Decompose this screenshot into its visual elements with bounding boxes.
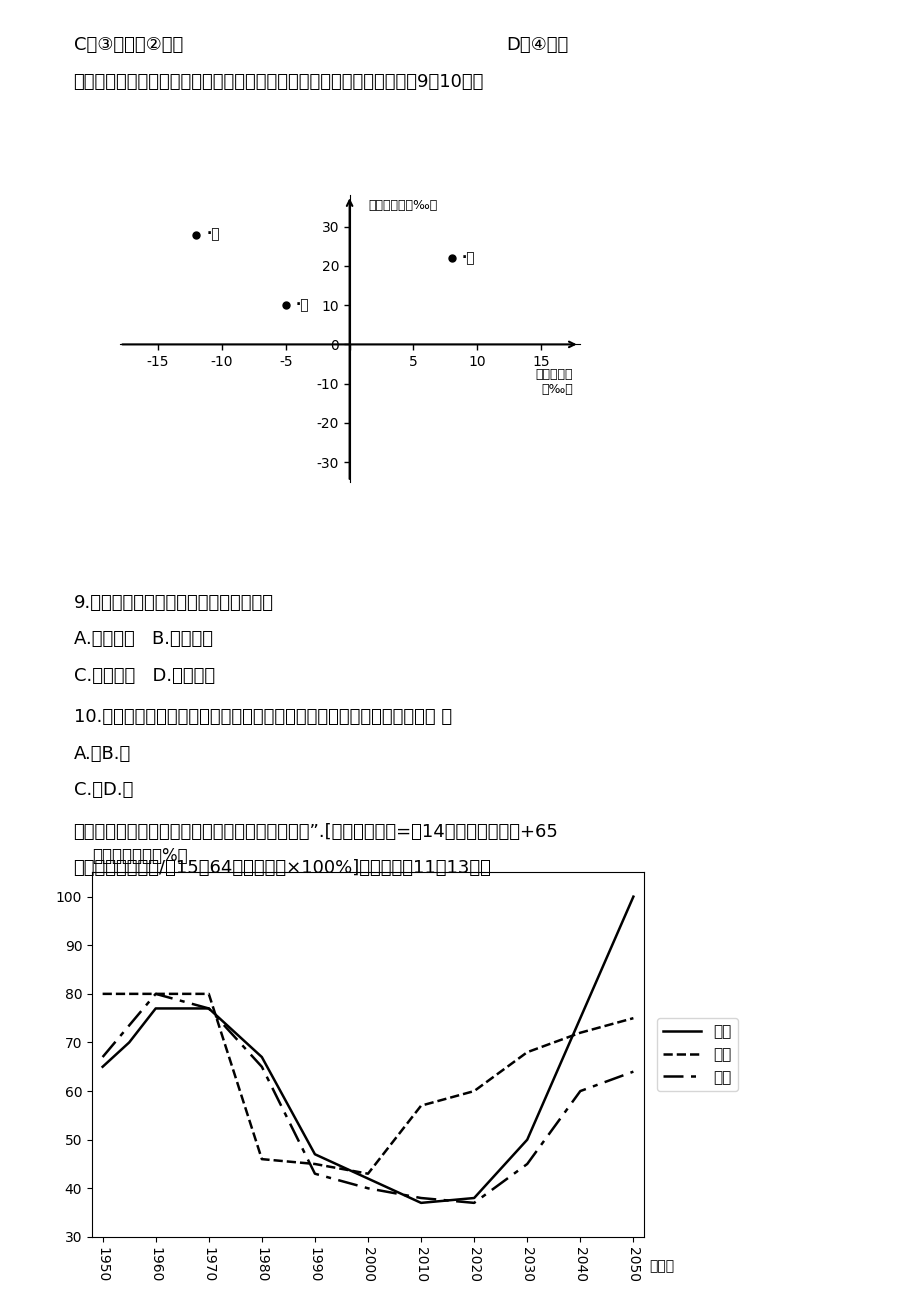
中国 (468, 1190, 479, 1206)
日本 (415, 1098, 426, 1113)
Text: 自然增长率（‰）: 自然增长率（‰） (369, 199, 437, 212)
Line: 韩国: 韩国 (103, 993, 632, 1203)
韩国 (309, 1165, 320, 1181)
Line: 日本: 日本 (103, 993, 632, 1173)
Line: 中国: 中国 (103, 897, 632, 1203)
韩国 (97, 1049, 108, 1065)
日本 (150, 986, 161, 1001)
日本 (203, 986, 214, 1001)
Text: A.人口增加   B.人口减少: A.人口增加 B.人口减少 (74, 630, 212, 648)
韩国 (362, 1181, 373, 1197)
中国 (362, 1170, 373, 1186)
中国 (309, 1147, 320, 1163)
中国 (521, 1131, 532, 1147)
Text: C．③以后，②之前: C．③以后，②之前 (74, 36, 183, 55)
Legend: 中国, 日本, 韩国: 中国, 日本, 韩国 (656, 1018, 737, 1091)
中国 (150, 1001, 161, 1017)
韩国 (203, 1001, 214, 1017)
Text: ·丙: ·丙 (296, 298, 309, 312)
日本 (362, 1165, 373, 1181)
Text: C.丙D.丁: C.丙D.丁 (74, 781, 133, 799)
Text: 下图为中国、日本和韩国百年人口负担系数比较图”.[人口负担系数=（14岁及以下人口数+65: 下图为中国、日本和韩国百年人口负担系数比较图”.[人口负担系数=（14岁及以下人… (74, 823, 558, 841)
Text: D．④以后: D．④以后 (505, 36, 568, 55)
Text: A.甲B.乙: A.甲B.乙 (74, 745, 130, 763)
日本 (521, 1044, 532, 1060)
韩国 (256, 1059, 267, 1074)
日本 (309, 1156, 320, 1172)
Text: 人口负担系数（%）: 人口负担系数（%） (92, 848, 187, 866)
Text: C.基本不变   D.变动较大: C.基本不变 D.变动较大 (74, 667, 214, 685)
Text: ·甲: ·甲 (206, 228, 220, 242)
日本 (97, 986, 108, 1001)
中国 (627, 889, 638, 905)
Text: 下图表示人口数量变动状况（迁移差额率正值表示人口迁入），据此完成9～10题。: 下图表示人口数量变动状况（迁移差额率正值表示人口迁入），据此完成9～10题。 (74, 73, 483, 91)
韩国 (468, 1195, 479, 1211)
Text: 岁及以上人口数）/（15～64岁人口数）×100%]。读图回答11～13题。: 岁及以上人口数）/（15～64岁人口数）×100%]。读图回答11～13题。 (74, 859, 491, 878)
Text: ·乙: ·乙 (461, 251, 475, 266)
日本 (256, 1151, 267, 1167)
Text: 9.图中丙点表示的人口变动状况正确的是: 9.图中丙点表示的人口变动状况正确的是 (74, 594, 273, 612)
Text: 10.西亚地区石油资源丰富，能正确反映该地区近年来人口变动状况的是（ ）: 10.西亚地区石油资源丰富，能正确反映该地区近年来人口变动状况的是（ ） (74, 708, 451, 727)
韩国 (574, 1083, 585, 1099)
Text: 迁移差额率
（‰）: 迁移差额率 （‰） (535, 368, 573, 396)
日本 (574, 1025, 585, 1040)
中国 (415, 1195, 426, 1211)
韩国 (415, 1190, 426, 1206)
中国 (203, 1001, 214, 1017)
中国 (123, 1035, 134, 1051)
韩国 (150, 986, 161, 1001)
日本 (627, 1010, 638, 1026)
韩国 (627, 1064, 638, 1079)
日本 (468, 1083, 479, 1099)
韩国 (521, 1156, 532, 1172)
中国 (256, 1049, 267, 1065)
Text: （年）: （年） (649, 1259, 674, 1273)
中国 (97, 1059, 108, 1074)
